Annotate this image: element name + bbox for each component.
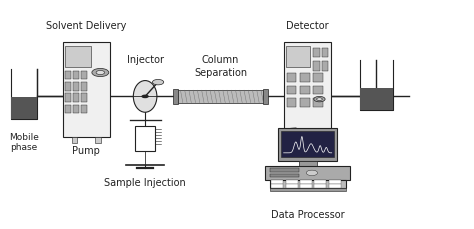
FancyBboxPatch shape xyxy=(278,128,337,161)
FancyBboxPatch shape xyxy=(270,168,299,172)
Polygon shape xyxy=(11,97,36,119)
Circle shape xyxy=(92,68,109,76)
Circle shape xyxy=(153,79,164,85)
FancyBboxPatch shape xyxy=(81,93,87,102)
FancyBboxPatch shape xyxy=(313,61,320,71)
FancyBboxPatch shape xyxy=(329,180,341,184)
Circle shape xyxy=(96,71,105,75)
FancyBboxPatch shape xyxy=(65,71,71,79)
FancyBboxPatch shape xyxy=(313,98,323,107)
FancyBboxPatch shape xyxy=(65,46,91,67)
Text: Solvent Delivery: Solvent Delivery xyxy=(46,21,127,31)
FancyBboxPatch shape xyxy=(300,86,310,94)
FancyBboxPatch shape xyxy=(313,74,323,82)
FancyBboxPatch shape xyxy=(271,184,283,188)
Polygon shape xyxy=(359,87,392,110)
FancyBboxPatch shape xyxy=(286,184,298,188)
FancyBboxPatch shape xyxy=(263,89,268,104)
FancyBboxPatch shape xyxy=(173,89,178,104)
Text: Data Processor: Data Processor xyxy=(271,210,345,220)
FancyBboxPatch shape xyxy=(65,93,71,102)
FancyBboxPatch shape xyxy=(287,74,296,82)
FancyBboxPatch shape xyxy=(314,184,326,188)
FancyBboxPatch shape xyxy=(178,90,263,103)
FancyBboxPatch shape xyxy=(72,137,77,143)
FancyBboxPatch shape xyxy=(300,184,312,188)
FancyBboxPatch shape xyxy=(265,166,350,180)
FancyBboxPatch shape xyxy=(65,105,71,113)
Text: Pump: Pump xyxy=(72,146,100,156)
FancyBboxPatch shape xyxy=(322,48,328,57)
FancyBboxPatch shape xyxy=(300,74,310,82)
Ellipse shape xyxy=(133,81,157,112)
FancyBboxPatch shape xyxy=(314,180,326,184)
Text: Sample Injection: Sample Injection xyxy=(104,178,186,188)
FancyBboxPatch shape xyxy=(286,180,298,184)
FancyBboxPatch shape xyxy=(300,98,310,107)
FancyBboxPatch shape xyxy=(270,180,346,188)
FancyBboxPatch shape xyxy=(270,174,299,177)
FancyBboxPatch shape xyxy=(287,98,296,107)
FancyBboxPatch shape xyxy=(65,82,71,90)
FancyBboxPatch shape xyxy=(313,86,323,94)
FancyBboxPatch shape xyxy=(81,71,87,79)
Text: Mobile
phase: Mobile phase xyxy=(9,133,39,152)
FancyBboxPatch shape xyxy=(322,61,328,71)
FancyBboxPatch shape xyxy=(270,188,346,191)
Circle shape xyxy=(141,95,149,98)
Circle shape xyxy=(317,98,322,101)
FancyBboxPatch shape xyxy=(291,137,296,142)
FancyBboxPatch shape xyxy=(299,161,317,166)
FancyBboxPatch shape xyxy=(319,137,325,142)
FancyBboxPatch shape xyxy=(95,137,101,143)
FancyBboxPatch shape xyxy=(284,42,331,137)
Circle shape xyxy=(314,96,325,102)
FancyBboxPatch shape xyxy=(286,46,310,67)
FancyBboxPatch shape xyxy=(73,71,79,79)
FancyBboxPatch shape xyxy=(73,93,79,102)
Text: Injector: Injector xyxy=(127,55,164,65)
FancyBboxPatch shape xyxy=(63,42,110,137)
Circle shape xyxy=(306,170,318,176)
Text: Detector: Detector xyxy=(286,21,329,31)
FancyBboxPatch shape xyxy=(81,105,87,113)
FancyBboxPatch shape xyxy=(281,131,334,157)
Text: Separation: Separation xyxy=(194,68,247,78)
FancyBboxPatch shape xyxy=(271,180,283,184)
FancyBboxPatch shape xyxy=(313,48,320,57)
FancyBboxPatch shape xyxy=(300,180,312,184)
Text: Column: Column xyxy=(202,55,239,65)
FancyBboxPatch shape xyxy=(73,105,79,113)
FancyBboxPatch shape xyxy=(135,126,155,151)
FancyBboxPatch shape xyxy=(81,82,87,90)
FancyBboxPatch shape xyxy=(329,184,341,188)
FancyBboxPatch shape xyxy=(73,82,79,90)
FancyBboxPatch shape xyxy=(287,86,296,94)
